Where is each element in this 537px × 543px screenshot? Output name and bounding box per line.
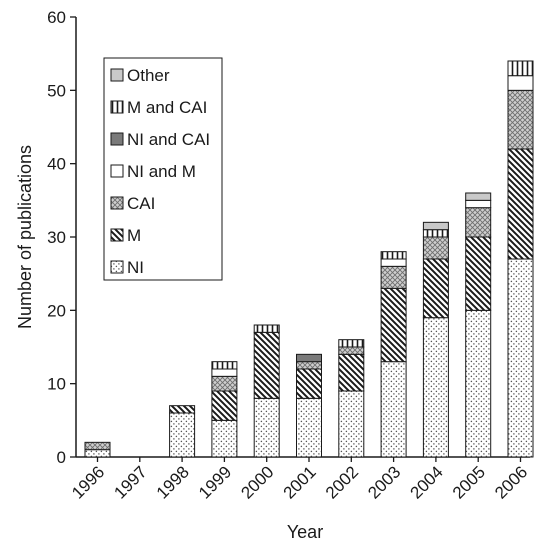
legend-label-ni-and-m: NI and M [127, 162, 196, 181]
bar-segment-ni-and-m [211, 368, 238, 377]
bar-segment-m-and-cai [380, 251, 407, 260]
bar-segment-ni [338, 390, 365, 458]
y-tick-label: 20 [47, 301, 66, 320]
bar-segment-ni [507, 258, 534, 458]
bar-segment-cai [84, 441, 111, 451]
legend-swatch-cai [110, 196, 124, 210]
x-tick-label: 2003 [364, 462, 404, 502]
legend-label-ni-and-cai: NI and CAI [127, 130, 210, 149]
y-tick-label: 60 [47, 8, 66, 27]
bar-segment-cai [465, 207, 492, 238]
y-tick-label: 0 [57, 448, 66, 467]
bar-segment-ni [253, 397, 280, 458]
x-tick-label: 1997 [110, 462, 150, 502]
bar-segment-other [465, 192, 492, 201]
bar-segment-m [169, 405, 196, 414]
bar-segment-ni [169, 412, 196, 458]
legend: Other M and CAI NI and CAI NI and M CAI M NI [103, 57, 223, 281]
legend-label-other: Other [127, 66, 170, 85]
bars [84, 60, 534, 458]
x-tick-label: 1998 [153, 462, 193, 502]
bar-segment-m [507, 148, 534, 260]
bar-segment-ni [465, 309, 492, 458]
bar-segment-m [465, 236, 492, 311]
bar-segment-ni-and-cai [296, 353, 322, 363]
y-ticks: 0 10 20 30 40 50 60 [47, 8, 76, 467]
x-tick-label: 2001 [280, 462, 320, 502]
bar-segment-cai [507, 89, 534, 150]
bar-segment-other [422, 221, 449, 231]
y-axis-label: Number of publications [15, 145, 35, 329]
legend-swatch-other [110, 68, 124, 82]
bar-segment-m [296, 368, 322, 399]
bar-segment-ni [211, 419, 238, 458]
x-tick-label: 2005 [449, 462, 489, 502]
bar-segment-m [253, 331, 280, 399]
x-tick-label: 2006 [491, 462, 531, 502]
bar-segment-m [422, 258, 449, 319]
bar-segment-m-and-cai [338, 339, 365, 348]
bar-segment-ni [84, 449, 111, 458]
legend-swatch-m [110, 228, 124, 242]
bar-segment-m-and-cai [422, 229, 449, 238]
y-tick-label: 40 [47, 155, 66, 174]
legend-box [103, 57, 223, 281]
bar-segment-ni [296, 397, 322, 458]
legend-swatch-m-and-cai [110, 100, 124, 114]
bar-segment-m-and-cai [507, 60, 534, 77]
bar-segment-m-and-cai [211, 361, 238, 370]
bar-segment-cai [380, 265, 407, 289]
bar-segment-m [338, 353, 365, 392]
x-axis-label: Year [287, 522, 323, 542]
x-tick-label: 1996 [68, 462, 108, 502]
legend-label-ni: NI [127, 258, 144, 277]
legend-swatch-ni-and-m [110, 164, 124, 178]
bar-segment-ni-and-m [465, 199, 492, 209]
bar-segment-cai [422, 236, 449, 260]
x-ticks: 1996 1997 1998 1999 2000 2001 2002 2003 2004 2005… [68, 457, 531, 503]
y-tick-label: 10 [47, 375, 66, 394]
legend-label-m: M [127, 226, 141, 245]
bar-segment-m [211, 390, 238, 421]
bar-segment-cai [338, 346, 365, 355]
bar-segment-cai [211, 375, 238, 392]
bar-segment-m [380, 287, 407, 363]
bar-segment-ni-and-m [507, 75, 534, 91]
x-tick-label: 2002 [322, 462, 362, 502]
y-tick-label: 30 [47, 228, 66, 247]
legend-label-m-and-cai: M and CAI [127, 98, 207, 117]
bar-segment-ni-and-m [380, 258, 407, 267]
bar-segment-m-and-cai [253, 324, 280, 333]
legend-swatch-ni [110, 260, 124, 274]
bar-segment-ni [380, 361, 407, 458]
bar-segment-cai [296, 361, 322, 370]
x-tick-label: 1999 [195, 462, 235, 502]
legend-swatch-ni-and-cai [110, 132, 124, 146]
x-tick-label: 2004 [407, 462, 447, 502]
x-tick-label: 2000 [237, 462, 277, 502]
y-tick-label: 50 [47, 81, 66, 100]
legend-label-cai: CAI [127, 194, 155, 213]
bar-segment-ni [422, 317, 449, 458]
